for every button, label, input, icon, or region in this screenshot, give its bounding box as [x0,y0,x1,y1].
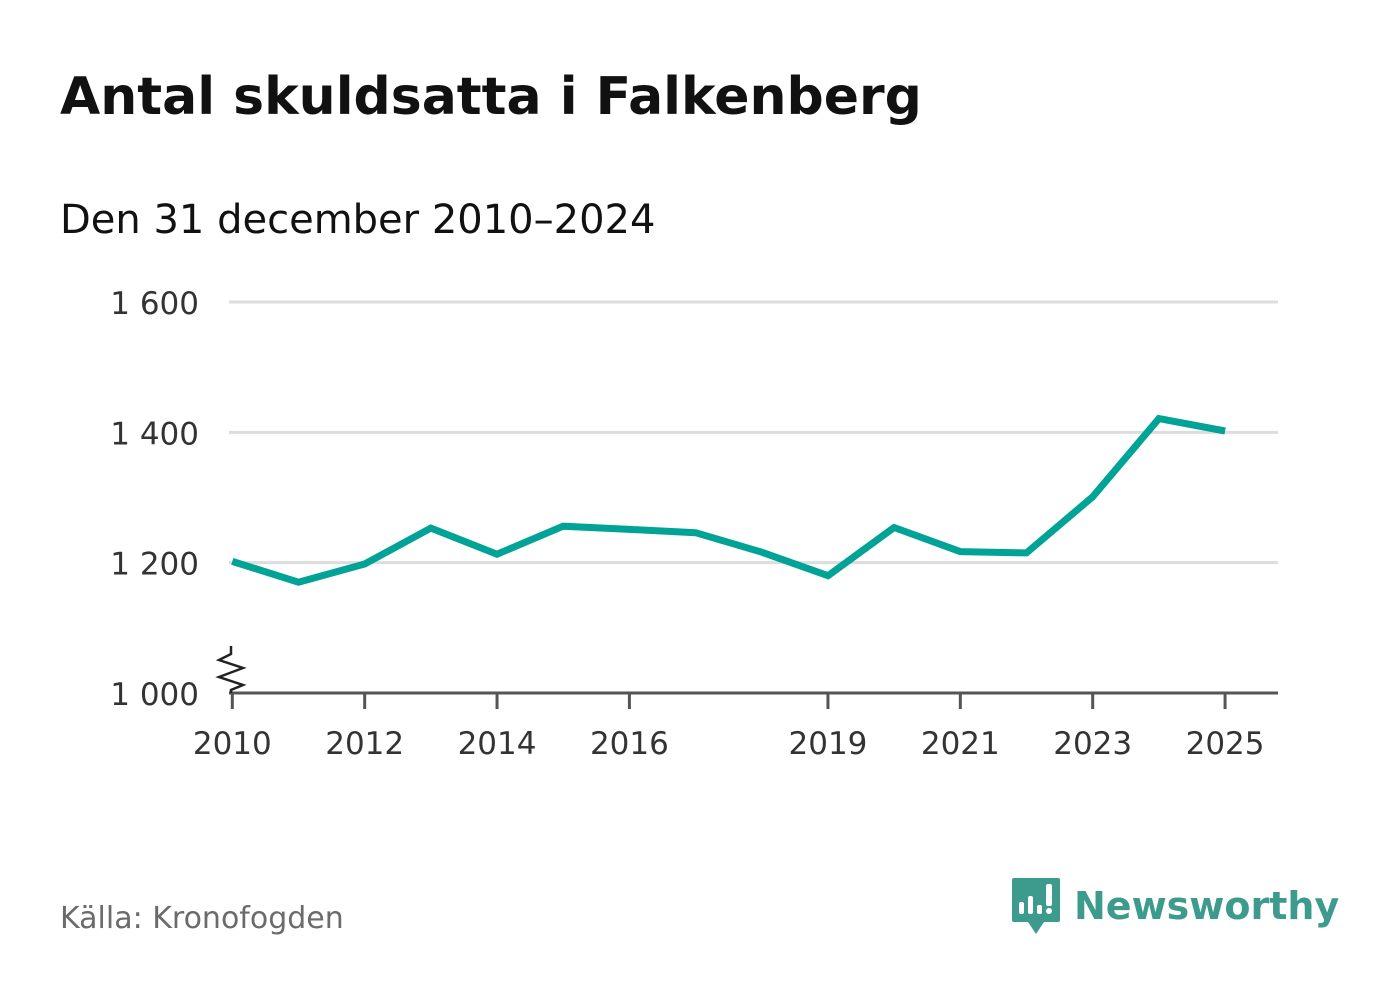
x-tick-label: 2014 [458,726,537,762]
series-line [231,414,1226,586]
source-note: Källa: Kronofogden [60,901,344,936]
chart-subtitle: Den 31 december 2010–2024 [60,197,656,243]
x-tick-label: 2012 [325,726,404,762]
chart-title: Antal skuldsatta i Falkenberg [60,67,922,127]
y-tick-label: 1 000 [110,677,199,713]
y-tick-label: 1 200 [110,547,199,583]
x-tick-label: 2021 [921,726,1000,762]
newsworthy-logo-icon [1012,878,1060,934]
x-tick-label: 2019 [789,726,868,762]
newsworthy-brand: Newsworthy [1010,876,1339,936]
axis-break-icon [215,646,247,693]
brand-name: Newsworthy [1074,884,1340,928]
x-tick-label: 2025 [1186,726,1265,762]
x-tick-label: 2016 [590,726,669,762]
y-tick-label: 1 600 [110,286,199,322]
y-tick-label: 1 400 [110,416,199,452]
x-tick-label: 2010 [193,726,272,762]
x-tick-label: 2023 [1053,726,1132,762]
